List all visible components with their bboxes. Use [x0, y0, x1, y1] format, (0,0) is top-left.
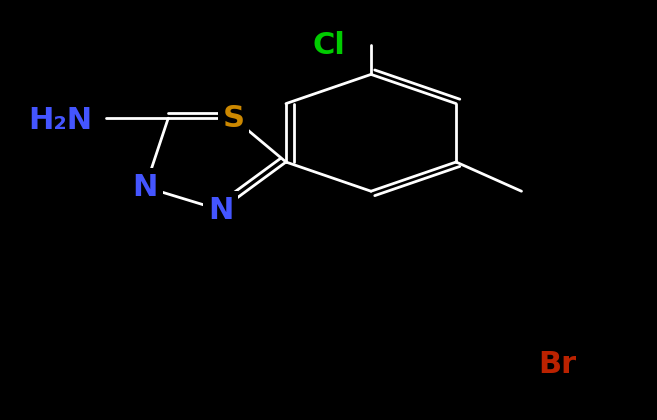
Text: Cl: Cl: [312, 31, 345, 60]
Text: S: S: [223, 104, 244, 133]
Text: N: N: [133, 173, 158, 202]
Text: Br: Br: [539, 350, 577, 379]
Text: N: N: [208, 195, 233, 225]
Text: H₂N: H₂N: [28, 106, 93, 135]
